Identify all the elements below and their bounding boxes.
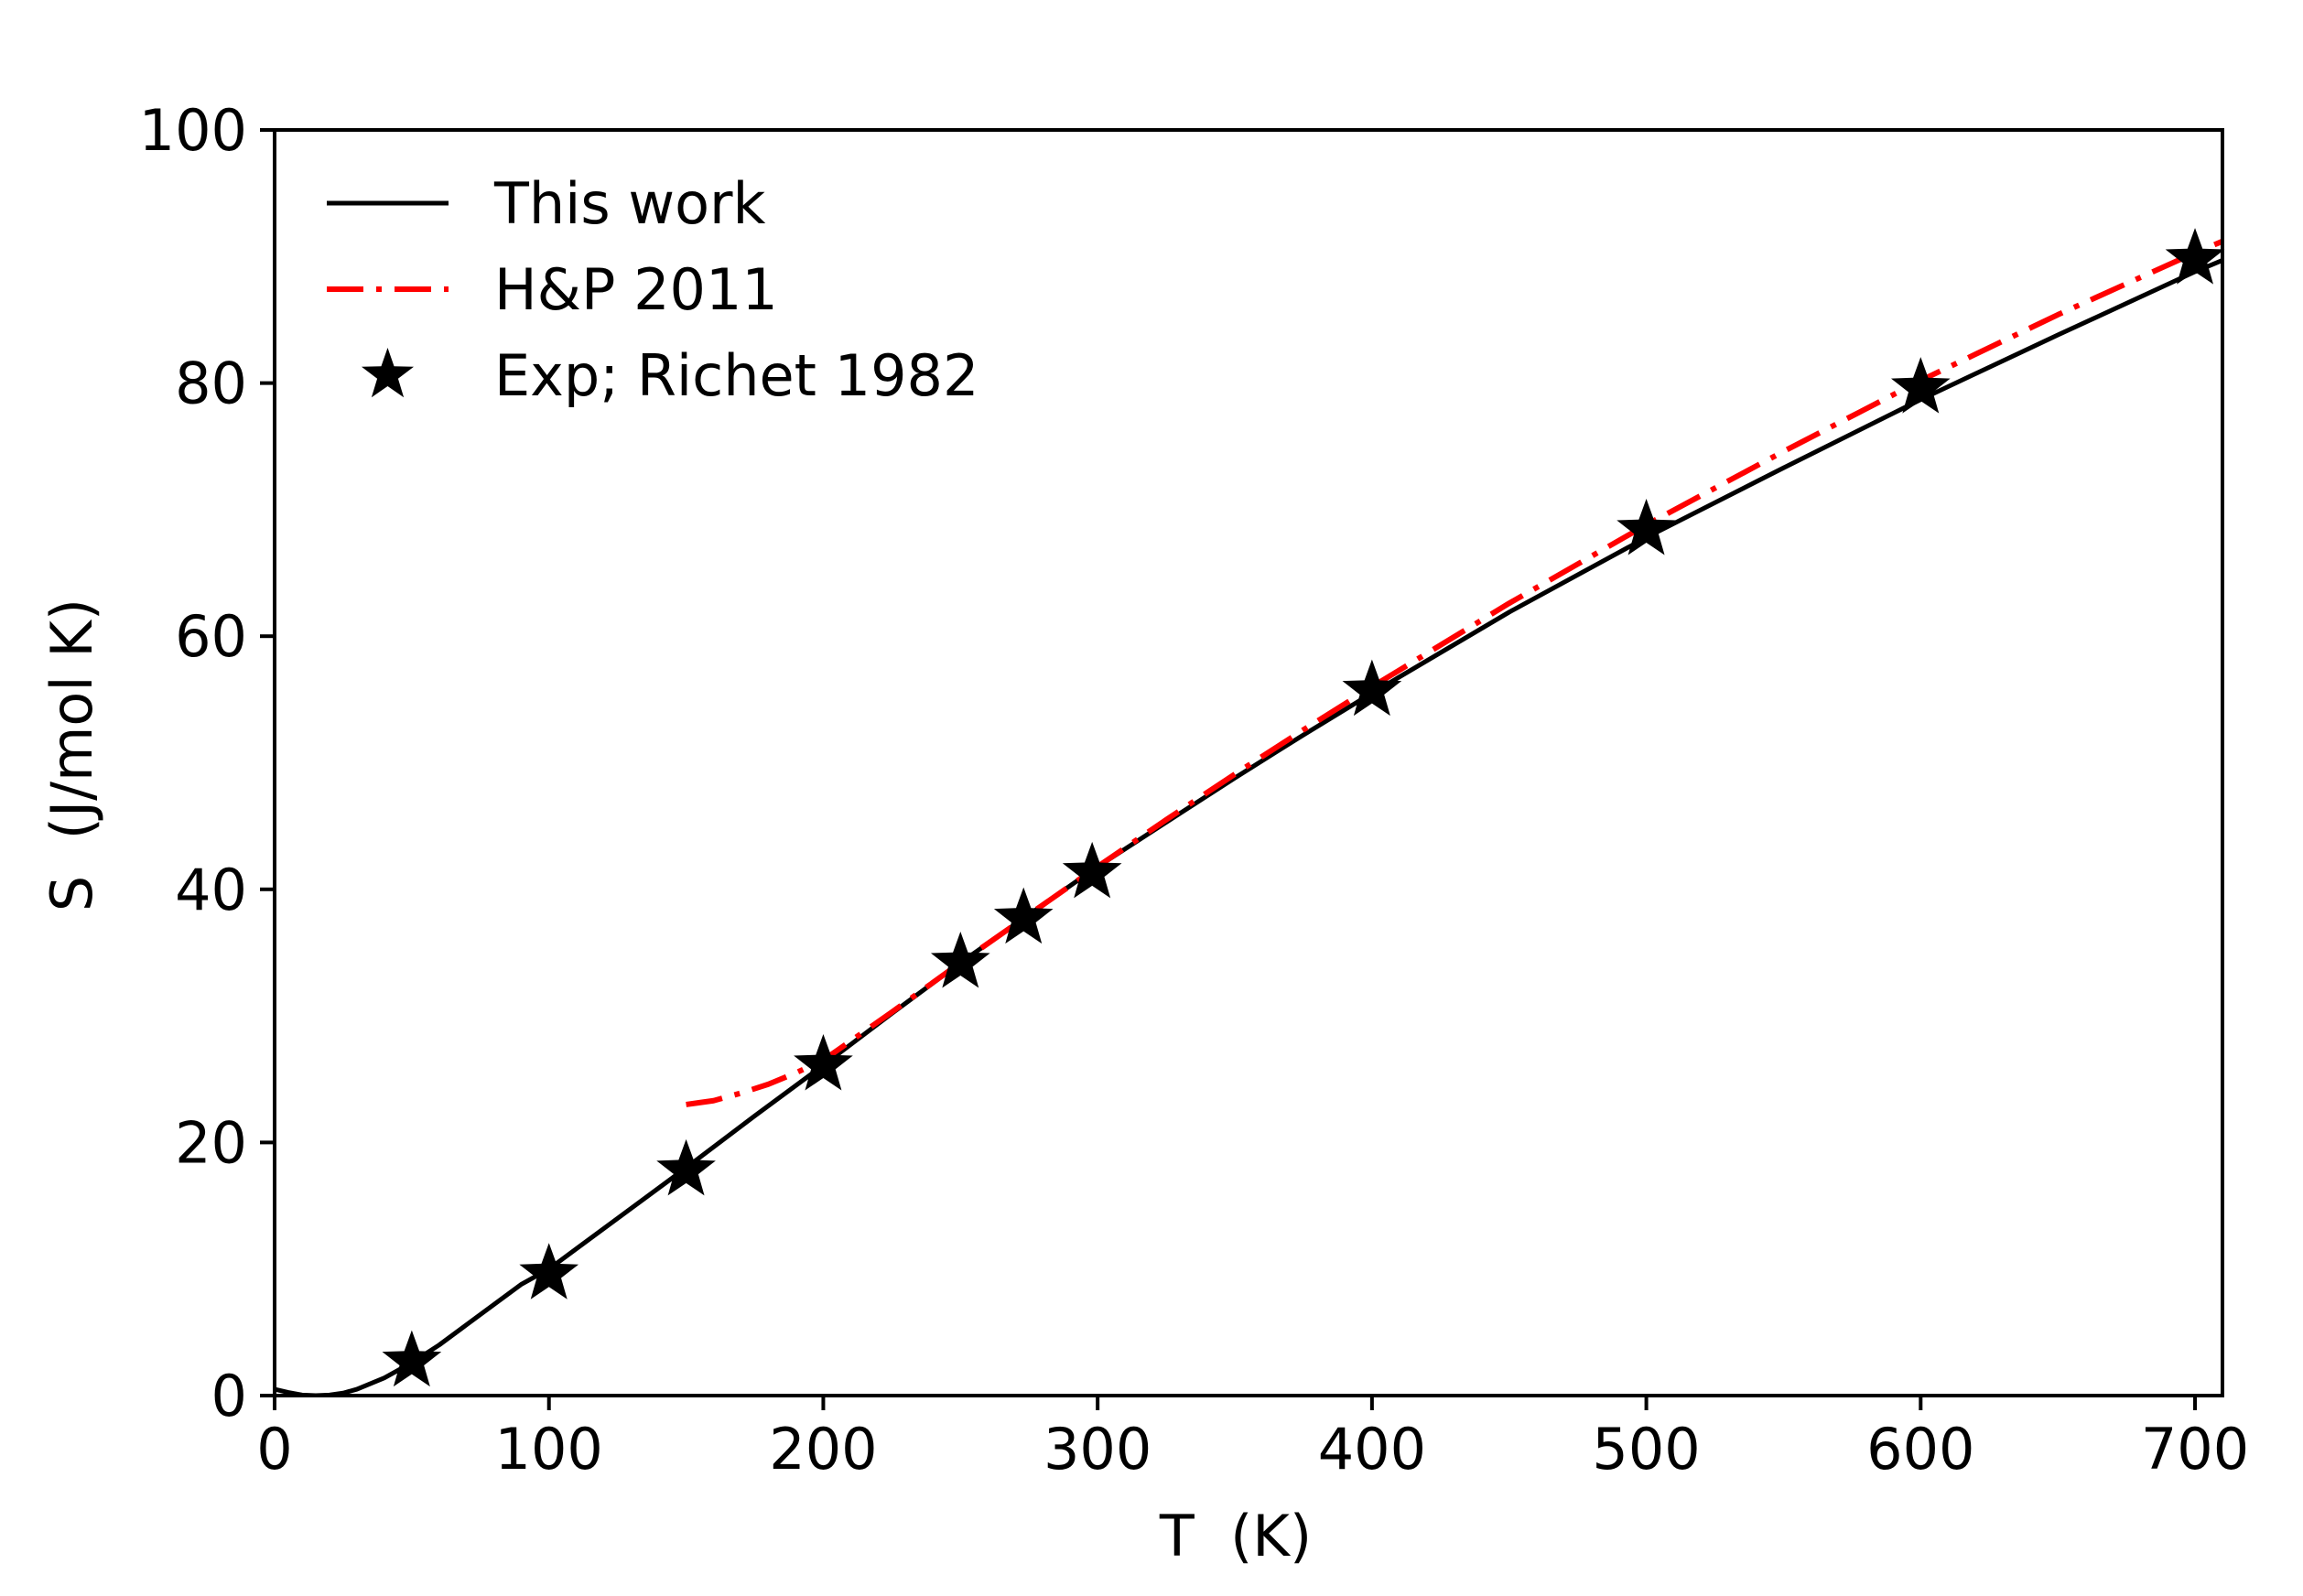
- y-tick-label: 80: [175, 350, 247, 417]
- x-tick-label: 300: [1043, 1416, 1152, 1483]
- data-point-star: [1616, 499, 1676, 555]
- y-tick-label: 0: [211, 1363, 247, 1429]
- y-tick-label: 20: [175, 1109, 247, 1176]
- y-tick-label: 100: [139, 97, 247, 164]
- axes-frame: [273, 128, 2224, 1397]
- x-tick-label: 500: [1592, 1416, 1700, 1483]
- series-line-2: [686, 238, 2222, 1107]
- x-tick-label: 600: [1866, 1416, 1974, 1483]
- data-point-star: [382, 1330, 442, 1387]
- y-axis-label: S (J/mol K): [38, 598, 105, 911]
- x-tick-label: 100: [495, 1416, 603, 1483]
- legend: This work H&P 2011 Exp; Richet 1982: [327, 170, 979, 409]
- y-tick-label: 40: [175, 857, 247, 923]
- x-tick-label: 200: [769, 1416, 877, 1483]
- data-point-star: [794, 1034, 853, 1091]
- data-point-star: [656, 1138, 716, 1196]
- data-point-star: [1890, 357, 1951, 414]
- legend-label-1: This work: [493, 170, 766, 237]
- x-axis-label: T (K): [1159, 1503, 1312, 1569]
- data-point-star: [930, 932, 990, 988]
- data-point-star: [2165, 228, 2225, 285]
- x-tick-label: 0: [256, 1416, 292, 1483]
- data-point-star: [1342, 659, 1402, 717]
- x-axis: 0 100 200 300 400 500 600 700: [256, 1396, 2249, 1483]
- plot-area: [275, 228, 2225, 1396]
- legend-swatch-star: [361, 348, 415, 398]
- x-tick-label: 700: [2141, 1416, 2249, 1483]
- data-point-star: [519, 1243, 579, 1299]
- y-tick-label: 60: [175, 603, 247, 670]
- y-axis: 0 20 40 60 80 100: [139, 97, 275, 1429]
- legend-label-2: H&P 2011: [494, 256, 778, 323]
- data-point-star: [993, 887, 1054, 944]
- data-point-star: [1062, 841, 1122, 899]
- series-line-1: [275, 258, 2222, 1396]
- legend-label-3: Exp; Richet 1982: [494, 342, 979, 409]
- x-tick-label: 400: [1318, 1416, 1426, 1483]
